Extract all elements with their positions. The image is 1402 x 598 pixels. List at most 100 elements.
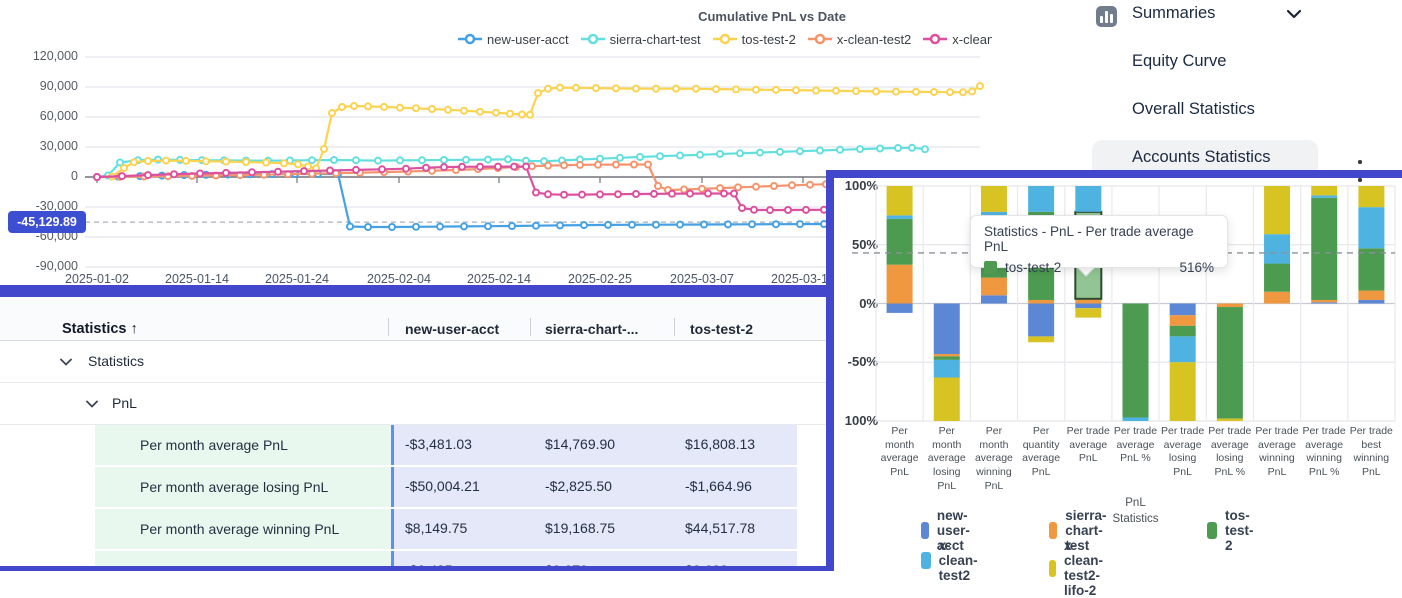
bar-segment-tos-test-2[interactable] [1216, 307, 1243, 419]
data-point[interactable] [556, 221, 564, 230]
bar-segment-new-user-acct[interactable] [1028, 303, 1055, 337]
bar-segment-x-clean-test2-lifo-2[interactable] [1358, 186, 1385, 208]
bar-segment-x-clean-test2-lifo-2[interactable] [1311, 186, 1338, 196]
data-point[interactable] [748, 220, 756, 229]
bar-segment-tos-test-2[interactable] [933, 356, 960, 360]
bar-segment-x-clean-test2-lifo-2[interactable] [1075, 308, 1102, 318]
data-point[interactable] [350, 102, 358, 110]
bar-segment-tos-test-2[interactable] [1358, 248, 1385, 291]
data-point[interactable] [614, 190, 622, 199]
table-row[interactable]: Per month average PnL -$3,481.03 $14,769.9… [0, 425, 826, 465]
data-point[interactable] [460, 106, 468, 115]
data-point[interactable] [484, 222, 492, 231]
bar-segment-tos-test-2[interactable] [886, 218, 913, 265]
data-point[interactable] [462, 155, 470, 164]
data-point[interactable] [170, 170, 178, 179]
bar-segment-new-user-acct[interactable] [1311, 302, 1338, 304]
data-point[interactable] [856, 145, 864, 154]
data-point[interactable] [892, 87, 900, 96]
bar-segment-x-clean-test2[interactable] [1358, 207, 1385, 249]
data-point[interactable] [976, 82, 984, 90]
bar-segment-x-clean-test2-lifo-2[interactable] [980, 186, 1007, 212]
data-point[interactable] [756, 148, 764, 157]
data-point[interactable] [544, 84, 552, 93]
data-point[interactable] [458, 162, 466, 171]
data-point[interactable] [654, 182, 662, 190]
data-point[interactable] [202, 157, 210, 166]
data-point[interactable] [616, 153, 624, 162]
data-point[interactable] [130, 158, 138, 167]
bar-segment-sierra-chart-test[interactable] [1169, 315, 1196, 326]
data-point[interactable] [784, 206, 792, 214]
legend-item-x-clean-test2-lifo-2[interactable]: x-clean-test2-lifo-2 [1049, 538, 1113, 598]
legend-item-x-clean-test2[interactable]: x-clean-test2 [807, 32, 911, 47]
bar-segment-tos-test-2[interactable] [1169, 325, 1196, 337]
data-point[interactable] [594, 160, 602, 169]
data-point[interactable] [396, 156, 404, 165]
data-point[interactable] [338, 103, 346, 111]
data-point[interactable] [696, 150, 704, 159]
data-point[interactable] [930, 88, 938, 96]
data-point[interactable] [766, 206, 774, 215]
data-point[interactable] [750, 205, 758, 214]
table-row[interactable]: Per month average losing PnL -$50,004.21-… [0, 467, 826, 507]
data-point[interactable] [650, 189, 658, 198]
data-point[interactable] [526, 110, 534, 119]
legend-item-tos-test-2[interactable]: tos-test-2 [712, 32, 796, 47]
data-point[interactable] [532, 221, 540, 230]
data-point[interactable] [912, 87, 920, 96]
table-row[interactable]: Per month average winning PnL $8,149.75 $1… [0, 509, 826, 549]
bar-segment-new-user-acct[interactable] [886, 303, 913, 313]
data-point[interactable] [724, 220, 732, 229]
data-point[interactable] [352, 165, 360, 174]
data-point[interactable] [676, 220, 684, 229]
data-point[interactable] [946, 88, 954, 97]
data-point[interactable] [788, 181, 796, 190]
more-options-icon[interactable] [1357, 158, 1363, 186]
data-point[interactable] [560, 161, 568, 170]
data-point[interactable] [698, 184, 706, 193]
bar-segment-new-user-acct[interactable] [933, 303, 960, 355]
data-point[interactable] [364, 223, 372, 231]
data-point[interactable] [736, 149, 744, 158]
data-point[interactable] [248, 168, 256, 177]
legend-item-x-clean-test2[interactable]: x-clean-test2 [921, 538, 985, 583]
data-point[interactable] [730, 189, 738, 198]
data-point[interactable] [852, 87, 860, 96]
data-point[interactable] [968, 87, 976, 96]
data-point[interactable] [704, 189, 712, 198]
data-point[interactable] [592, 84, 600, 93]
bar-segment-x-clean-test2-lifo-2[interactable] [1264, 186, 1291, 235]
data-point[interactable] [484, 155, 492, 164]
bar-segment-sierra-chart-test[interactable] [1075, 298, 1102, 304]
data-point[interactable] [732, 85, 740, 94]
bar-segment-x-clean-test2-lifo-2[interactable] [933, 377, 960, 421]
data-point[interactable] [428, 105, 436, 113]
bar-segment-x-clean-test2[interactable] [1169, 336, 1196, 363]
bar-segment-tos-test-2[interactable] [1122, 303, 1149, 418]
sidebar-item-equity-curve[interactable]: Equity Curve [1132, 52, 1227, 70]
data-point[interactable] [320, 145, 328, 153]
data-point[interactable] [656, 152, 664, 161]
bar-segment-sierra-chart-test[interactable] [1358, 290, 1385, 300]
column-header-statistics[interactable]: Statistics ↑ [62, 321, 138, 337]
data-point[interactable] [772, 85, 780, 94]
data-point[interactable] [630, 160, 638, 169]
bar-segment-sierra-chart-test[interactable] [886, 264, 913, 304]
bar-segment-x-clean-test2-lifo-2[interactable] [886, 186, 913, 216]
bar-segment-x-clean-test2[interactable] [1311, 195, 1338, 198]
data-point[interactable] [716, 184, 724, 193]
bar-segment-sierra-chart-test[interactable] [933, 354, 960, 357]
legend-item-new-user-acct[interactable]: new-user-acct [458, 32, 569, 47]
bar-segment-new-user-acct[interactable] [980, 295, 1007, 304]
data-point[interactable] [294, 160, 302, 169]
data-point[interactable] [510, 162, 518, 171]
data-point[interactable] [716, 150, 724, 158]
legend-item-sierra-chart-test[interactable]: sierra-chart-test [580, 32, 701, 47]
legend-item-sierra-chart-test[interactable]: sierra-chart-test [1049, 508, 1115, 553]
data-point[interactable] [418, 156, 426, 165]
data-point[interactable] [836, 145, 844, 154]
data-point[interactable] [796, 147, 804, 156]
data-point[interactable] [328, 109, 336, 117]
sidebar-item-overall-statistics[interactable]: Overall Statistics [1132, 100, 1255, 118]
